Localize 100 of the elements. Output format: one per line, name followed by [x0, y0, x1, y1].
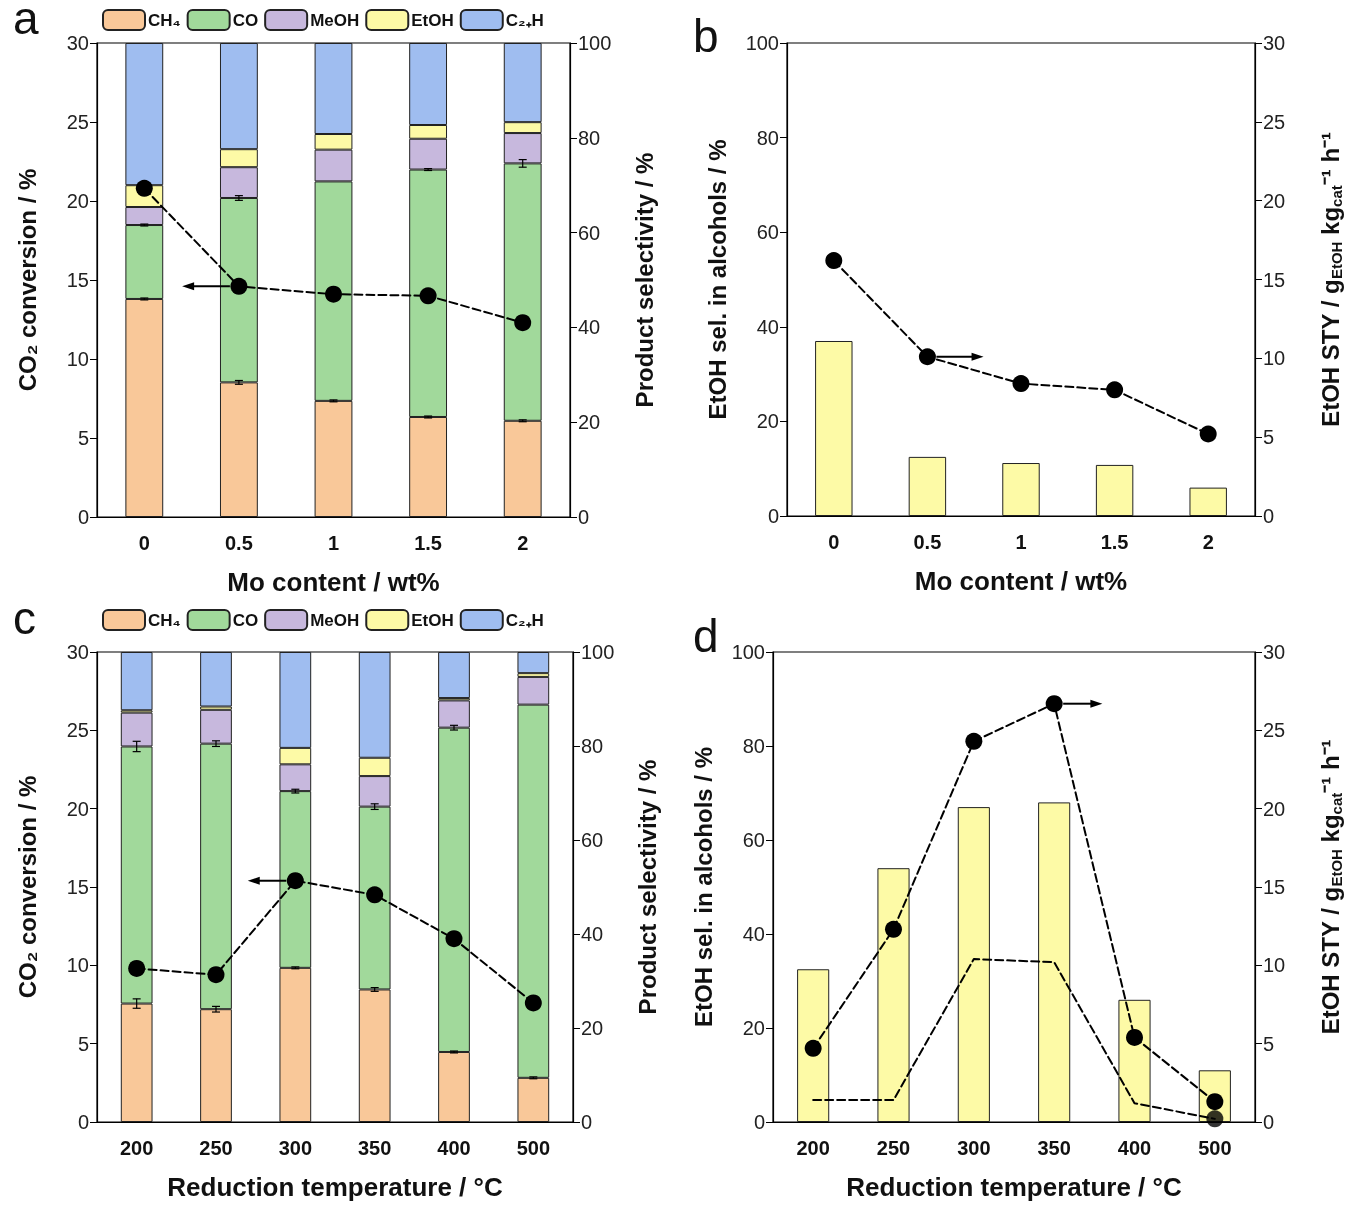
point [1126, 1028, 1143, 1046]
point [325, 285, 342, 303]
bar [877, 868, 910, 1122]
y2-tick-label: 60 [578, 221, 601, 244]
x-tick-label: 500 [516, 1137, 551, 1159]
bar [815, 340, 853, 516]
x-tick-label: 2 [1202, 531, 1214, 553]
y2-tick-label: 10 [1263, 347, 1286, 370]
point [918, 348, 936, 366]
y2-axis-title: EtOH STY / gEtOH kgcat⁻¹ h⁻¹ [1317, 739, 1345, 1035]
y-tick-label: 0 [77, 1111, 89, 1133]
y-tick-label: 30 [66, 32, 89, 54]
x-tick-label: 400 [437, 1137, 471, 1159]
y-tick-label: 20 [66, 797, 89, 820]
legend-label: MeOH [310, 10, 360, 30]
x-axis-title: Mo content / wt% [914, 566, 1128, 596]
legend-label: C₂₊H [505, 610, 544, 630]
point [419, 287, 437, 305]
point [514, 314, 532, 332]
legend-label: CO [232, 610, 259, 630]
y-tick-label: 100 [731, 641, 765, 663]
x-tick-label: 0 [138, 532, 150, 554]
y-tick-label: 10 [66, 954, 89, 977]
y2-axis-title: Product selectivity / % [630, 152, 658, 408]
y-tick-label: 80 [742, 735, 765, 757]
x-tick-label: 1.5 [1100, 531, 1129, 553]
y-tick-label: 20 [66, 190, 89, 212]
y-axis-title: CO₂ conversion / % [13, 168, 41, 392]
bar [1095, 464, 1134, 516]
y2-tick-label: 20 [578, 411, 601, 434]
y-tick-label: 0 [767, 505, 779, 527]
chart-title: d [693, 610, 719, 662]
x-tick-label: 500 [1198, 1137, 1232, 1159]
bar [438, 652, 470, 699]
legend-label: EtOH [411, 10, 454, 30]
y2-tick-label: 30 [1263, 641, 1286, 663]
y2-tick-label: 30 [1263, 32, 1286, 54]
chart-title: a [13, 0, 39, 44]
y2-tick-label: 0 [581, 1111, 593, 1133]
bar [1002, 463, 1040, 516]
y2-tick-label: 0 [578, 506, 590, 528]
bar [797, 969, 830, 1122]
y-tick-label: 0 [753, 1111, 765, 1133]
x-tick-label: 350 [1037, 1137, 1071, 1159]
y-tick-label: 15 [66, 876, 89, 898]
y-tick-label: 10 [66, 348, 89, 370]
point [965, 732, 983, 750]
legend-label: CH₄ [148, 610, 181, 630]
x-tick-label: 300 [957, 1137, 991, 1159]
point [1199, 425, 1217, 443]
point [885, 920, 902, 938]
bar [517, 652, 550, 674]
x-tick-label: 1 [1015, 531, 1027, 553]
x-tick-label: 350 [357, 1137, 392, 1159]
point [825, 252, 843, 270]
point [286, 872, 304, 890]
y-tick-label: 40 [742, 923, 765, 945]
x-tick-label: 250 [199, 1137, 233, 1159]
point [366, 886, 384, 904]
chart-title: b [693, 10, 719, 62]
y-tick-label: 0 [77, 506, 89, 528]
legend-label: EtOH [411, 610, 454, 630]
y2-tick-label: 25 [1263, 110, 1286, 133]
point [524, 994, 542, 1012]
chart-title: c [13, 592, 36, 644]
y-tick-label: 60 [756, 221, 779, 244]
y2-tick-label: 80 [581, 735, 604, 757]
y2-tick-label: 25 [1263, 719, 1286, 742]
bar [908, 456, 947, 516]
y2-tick-label: 5 [1263, 426, 1275, 449]
bar [957, 807, 990, 1122]
x-axis-title: Reduction temperature / °C [846, 1172, 1182, 1202]
y-tick-label: 30 [66, 641, 89, 663]
y2-tick-label: 40 [581, 923, 604, 945]
y2-tick-label: 10 [1263, 954, 1286, 977]
x-tick-label: 400 [1117, 1137, 1152, 1159]
y-tick-label: 20 [742, 1017, 765, 1039]
y2-tick-label: 100 [581, 641, 615, 663]
bar [120, 652, 153, 711]
y2-tick-label: 15 [1263, 268, 1286, 291]
y-tick-label: 40 [756, 315, 779, 338]
y-tick-label: 20 [756, 410, 779, 433]
legend-label: C₂₊H [505, 10, 544, 30]
x-tick-label: 300 [278, 1137, 313, 1159]
point [804, 1039, 822, 1057]
y-tick-label: 100 [745, 32, 779, 54]
y-tick-label: 5 [77, 427, 89, 449]
y2-tick-label: 0 [1263, 1111, 1275, 1133]
legend-label: CO [232, 10, 259, 30]
bar [200, 652, 232, 707]
point [1106, 381, 1124, 399]
y2-tick-label: 20 [581, 1017, 604, 1039]
y2-axis-title: EtOH STY / gEtOH kgcat⁻¹ h⁻¹ [1317, 131, 1345, 427]
y2-tick-label: 100 [578, 32, 612, 54]
x-tick-label: 200 [796, 1137, 830, 1159]
x-tick-label: 0.5 [913, 531, 942, 553]
y-axis-title: EtOH sel. in alcohols / % [703, 139, 731, 420]
bar [1189, 487, 1227, 516]
legend-label: CH₄ [148, 10, 181, 30]
point [230, 277, 248, 295]
